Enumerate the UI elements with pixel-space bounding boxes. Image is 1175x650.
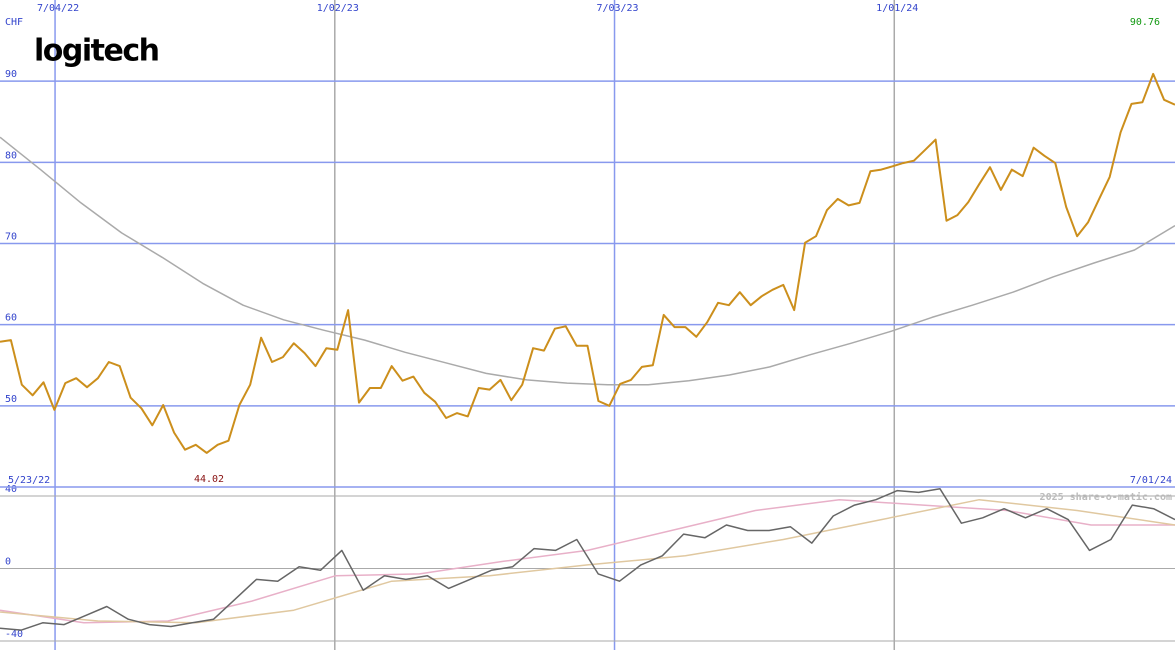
watermark: 2025 share-o-matic.com	[1040, 491, 1172, 503]
series-line	[0, 488, 1175, 631]
y-tick-label: 80	[5, 150, 17, 161]
annotation: 90.76	[1130, 17, 1160, 28]
y-tick-label: 40	[5, 484, 17, 495]
x-range-label: 7/01/24	[1130, 475, 1172, 486]
x-tick-label: 1/02/23	[317, 3, 359, 14]
logo: logitech	[34, 34, 159, 69]
series-line	[0, 72, 1175, 454]
x-range-label: 5/23/22	[8, 475, 50, 486]
y-tick-label: 50	[5, 394, 17, 405]
y-tick-label: 0	[5, 557, 11, 568]
y-tick-label: 60	[5, 313, 17, 324]
series-line	[0, 498, 1175, 624]
annotation: CHF	[5, 17, 23, 28]
annotation: 44.02	[194, 474, 224, 485]
y-tick-label: 90	[5, 69, 17, 80]
x-tick-label: 7/04/22	[37, 3, 79, 14]
x-tick-label: 7/03/23	[596, 3, 638, 14]
y-tick-label: -40	[5, 629, 23, 640]
y-tick-label: 70	[5, 232, 17, 243]
series-line	[0, 136, 1175, 386]
series-line	[0, 498, 1175, 624]
x-tick-label: 1/01/24	[876, 3, 918, 14]
